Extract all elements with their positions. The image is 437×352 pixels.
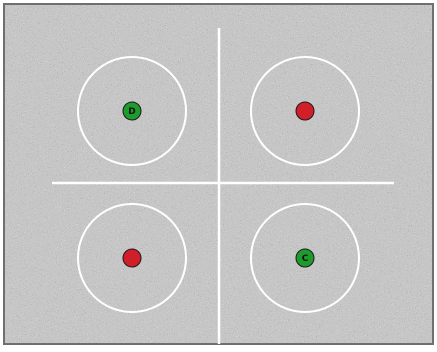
ring-top-right <box>250 56 360 166</box>
dot-top-right <box>295 101 315 121</box>
ring-top-left <box>77 56 187 166</box>
ring-bottom-left <box>77 203 187 313</box>
dot-bottom-left <box>122 248 142 268</box>
dot-label-bottom-right: C <box>302 254 309 264</box>
quadrant-top-left: D <box>77 56 187 166</box>
dot-bottom-right <box>295 248 315 268</box>
quadrant-bottom-right: C <box>250 203 360 313</box>
dot-label-top-left: D <box>128 107 135 117</box>
dot-top-left <box>122 101 142 121</box>
quadrant-bottom-left <box>77 203 187 313</box>
ring-bottom-right <box>250 203 360 313</box>
quadrant-top-right <box>250 56 360 166</box>
